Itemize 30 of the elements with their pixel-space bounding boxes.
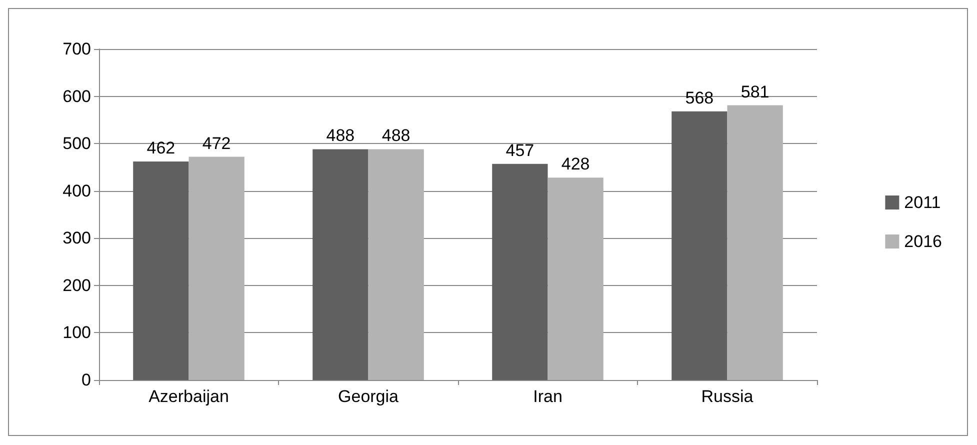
data-label: 428	[561, 154, 590, 174]
bar	[312, 149, 368, 380]
data-label: 472	[202, 134, 231, 153]
bar	[548, 178, 604, 380]
bar	[727, 105, 783, 380]
data-label: 457	[506, 140, 534, 160]
x-tick-label: Georgia	[338, 387, 400, 406]
y-tick-label: 200	[62, 276, 91, 295]
y-tick-label: 0	[82, 370, 91, 390]
x-tick-label: Russia	[701, 387, 754, 406]
data-label: 462	[146, 138, 176, 158]
bar	[133, 162, 189, 380]
y-tick-label: 500	[62, 134, 91, 154]
bar	[368, 149, 424, 380]
y-tick-label: 300	[62, 228, 91, 248]
x-tick-label: Azerbaijan	[148, 387, 229, 406]
data-label: 488	[382, 126, 410, 146]
data-label: 581	[740, 82, 770, 102]
bar	[188, 156, 244, 380]
data-label: 488	[326, 126, 355, 146]
bar	[672, 111, 728, 380]
bar	[492, 164, 548, 380]
y-tick-label: 600	[62, 86, 91, 106]
legend-label: 2011	[904, 193, 941, 212]
legend-label: 2016	[904, 232, 942, 251]
data-label: 568	[685, 88, 714, 108]
y-tick-label: 400	[62, 181, 91, 200]
y-tick-label: 700	[62, 40, 91, 58]
x-tick-label: Iran	[533, 387, 562, 406]
y-tick-label: 100	[62, 323, 91, 342]
